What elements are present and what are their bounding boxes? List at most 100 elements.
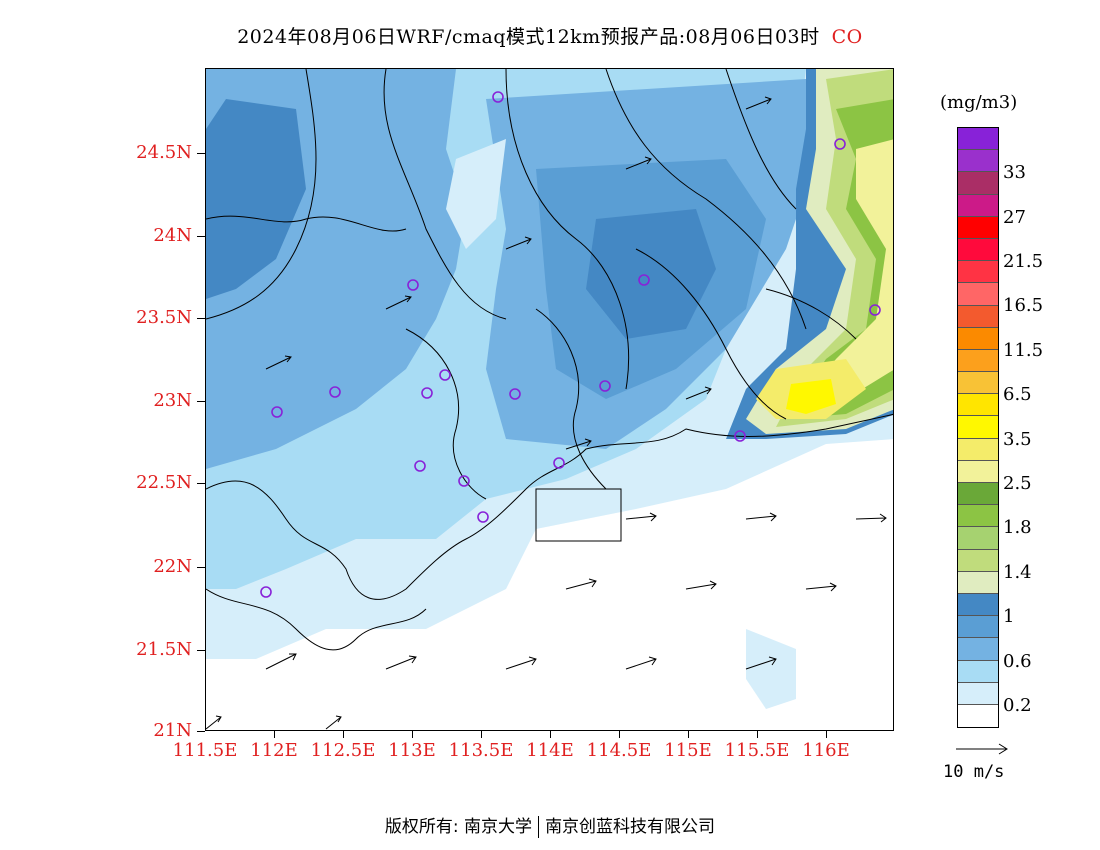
station-12[interactable]	[734, 430, 746, 442]
colorbar-swatch	[958, 172, 998, 195]
lon-label-113.5: 113.5E	[448, 740, 514, 761]
colorbar-swatch	[958, 527, 998, 550]
colorbar-label: 16.5	[1003, 295, 1044, 317]
lat-label-21: 21N	[153, 720, 192, 741]
colorbar-label: 1	[1003, 606, 1015, 628]
colorbar-swatch	[958, 372, 998, 395]
colorbar	[957, 127, 999, 729]
colorbar-label: 33	[1003, 162, 1026, 184]
conc-band-1-central	[586, 209, 716, 339]
station-15[interactable]	[458, 475, 470, 487]
colorbar-label: 2.5	[1003, 473, 1032, 494]
lon-label-114: 114E	[526, 740, 574, 761]
colorbar-label: 27	[1003, 206, 1026, 228]
colorbar-swatch	[958, 616, 998, 639]
lon-tick	[481, 731, 482, 738]
station-16[interactable]	[477, 511, 489, 523]
station-6[interactable]	[439, 369, 451, 381]
lat-tick	[197, 401, 205, 402]
map-panel[interactable]	[205, 68, 894, 731]
lat-tick	[197, 153, 205, 154]
lat-tick	[197, 483, 205, 484]
conc-band-3.5	[786, 379, 836, 414]
conc-band-2.5	[796, 139, 893, 409]
lon-label-115.5: 115.5E	[724, 740, 790, 761]
colorbar-swatch	[958, 349, 998, 373]
colorbar-swatch	[958, 150, 998, 173]
station-14[interactable]	[553, 457, 565, 469]
colorbar-swatch	[958, 638, 998, 661]
colorbar-swatch	[958, 549, 998, 572]
lat-tick	[197, 236, 205, 237]
footer-separator	[538, 816, 540, 838]
lon-tick	[412, 731, 413, 738]
station-11[interactable]	[271, 406, 283, 418]
lat-tick	[197, 567, 205, 568]
colorbar-swatch	[958, 305, 998, 328]
lat-label-22: 22N	[153, 556, 192, 577]
lon-label-112.5: 112.5E	[310, 740, 376, 761]
colorbar-swatch	[958, 571, 998, 594]
lon-tick	[688, 731, 689, 738]
colorbar-swatch	[958, 261, 998, 284]
station-9[interactable]	[509, 388, 521, 400]
station-2[interactable]	[834, 138, 846, 150]
colorbar-swatch	[958, 593, 998, 617]
title-text: 2024年08月06日WRF/cmaq模式12km预报产品:08月06日03时	[237, 26, 820, 48]
lat-label-23: 23N	[153, 390, 192, 411]
colorbar-swatch	[958, 416, 998, 439]
station-5[interactable]	[869, 304, 881, 316]
lat-tick	[197, 731, 205, 732]
colorbar-swatch	[958, 394, 998, 417]
colorbar-swatch	[958, 238, 998, 262]
offshore-patch	[746, 629, 796, 709]
lat-label-21.5: 21.5N	[136, 639, 192, 660]
lat-tick	[197, 650, 205, 651]
colorbar-swatch	[958, 660, 998, 683]
colorbar-swatch	[958, 704, 998, 728]
lat-label-24: 24N	[153, 225, 192, 246]
copyright-left: 版权所有: 南京大学	[384, 817, 533, 837]
station-4[interactable]	[638, 274, 650, 286]
lat-label-22.5: 22.5N	[136, 472, 192, 493]
concentration-map	[206, 69, 893, 730]
station-8[interactable]	[421, 387, 433, 399]
lon-tick	[619, 731, 620, 738]
station-1[interactable]	[492, 91, 504, 103]
copyright-right: 南京创蓝科技有限公司	[545, 817, 716, 837]
colorbar-label: 11.5	[1003, 339, 1044, 361]
copyright-footer: 版权所有: 南京大学 南京创蓝科技有限公司	[0, 812, 1100, 838]
lat-label-23.5: 23.5N	[136, 307, 192, 328]
colorbar-label: 0.2	[1003, 695, 1032, 716]
boundary-lines	[206, 69, 893, 651]
colorbar-label: 6.5	[1003, 384, 1032, 406]
colorbar-label: 1.8	[1003, 517, 1032, 539]
station-3[interactable]	[407, 279, 419, 291]
lon-label-113: 113E	[388, 740, 436, 761]
conc-band-1-west	[206, 99, 306, 299]
colorbar-swatch	[958, 194, 998, 217]
station-13[interactable]	[414, 460, 426, 472]
colorbar-label: 1.4	[1003, 561, 1032, 583]
wind-vectors	[206, 96, 887, 730]
lon-label-111.5: 111.5E	[172, 740, 238, 761]
station-10[interactable]	[599, 380, 611, 392]
colorbar-label: 21.5	[1003, 251, 1044, 272]
lat-label-24.5: 24.5N	[136, 142, 192, 163]
colorbar-swatch	[958, 216, 998, 239]
lon-tick	[343, 731, 344, 738]
colorbar-label: 3.5	[1003, 428, 1032, 450]
station-7[interactable]	[329, 386, 341, 398]
colorbar-swatch	[958, 283, 998, 306]
lon-tick	[550, 731, 551, 738]
colorbar-swatch	[958, 460, 998, 483]
station-17[interactable]	[260, 586, 272, 598]
station-markers	[260, 91, 881, 598]
lon-label-112: 112E	[250, 740, 298, 761]
colorbar-label: 0.6	[1003, 650, 1032, 672]
colorbar-swatch	[958, 483, 998, 506]
colorbar-swatch	[958, 327, 998, 350]
colorbar-swatch	[958, 505, 998, 528]
clean-tongue	[446, 139, 506, 249]
lon-tick	[826, 731, 827, 738]
